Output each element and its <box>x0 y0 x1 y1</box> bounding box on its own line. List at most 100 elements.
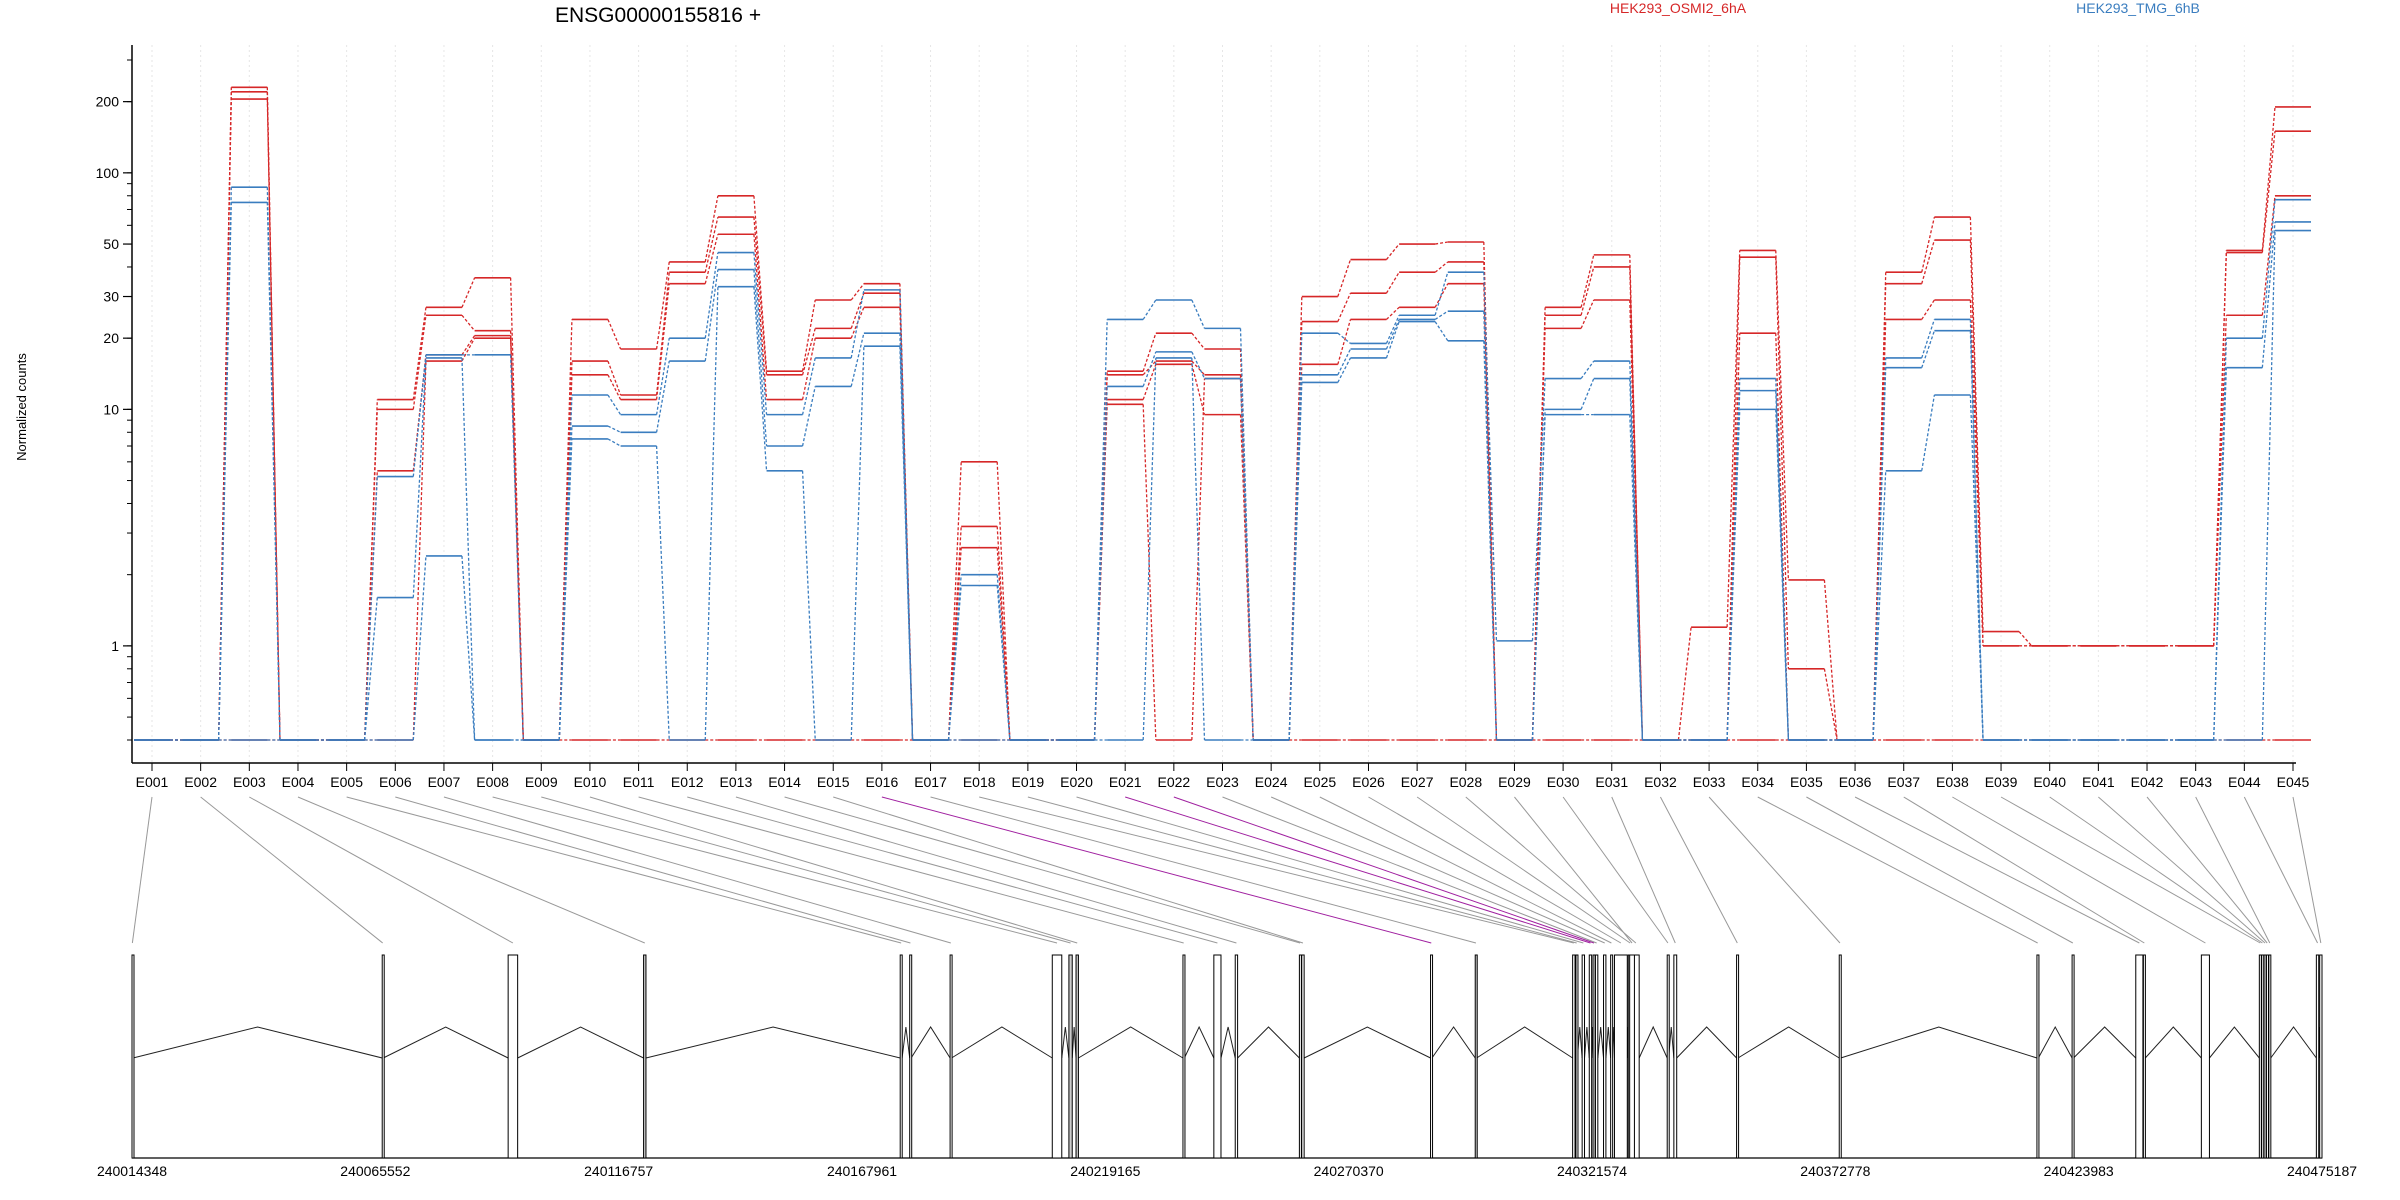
exon-connector <box>1465 796 1637 944</box>
series-connector <box>996 585 1011 741</box>
series-4 <box>134 337 2311 741</box>
exon-connector <box>1222 796 1597 944</box>
series-connector <box>655 445 670 741</box>
series-connector <box>1434 321 1449 342</box>
series-connector <box>363 476 378 741</box>
x-tick-label: E041 <box>2082 774 2115 790</box>
series-connector <box>801 386 816 447</box>
exon-connector <box>2098 796 2266 944</box>
exon-connector <box>2243 796 2318 944</box>
intron-line <box>1303 1026 1431 1059</box>
exon-box <box>2261 954 2265 1159</box>
x-tick-label: E010 <box>574 774 607 790</box>
series-connector <box>363 409 378 741</box>
series-connector <box>2261 106 2276 251</box>
exon-connector <box>979 796 1574 944</box>
series-connector <box>1435 241 1448 245</box>
exon-box <box>1673 954 1678 1159</box>
x-tick-label: E037 <box>1887 774 1920 790</box>
exon-connector <box>589 796 1078 944</box>
x-tick-label: E017 <box>914 774 947 790</box>
x-tick-label: E025 <box>1303 774 1336 790</box>
series-connector <box>1385 314 1400 344</box>
intron-line <box>1597 1026 1605 1059</box>
series-connector <box>704 252 719 339</box>
intron-line <box>1071 1026 1077 1059</box>
exon-box <box>2036 954 2040 1159</box>
x-tick-label: E003 <box>233 774 266 790</box>
exon-connector <box>1416 796 1631 944</box>
series-connector <box>607 319 622 350</box>
series-connector <box>1580 266 1595 316</box>
exon-box <box>2319 954 2323 1159</box>
series-connector <box>1872 283 1887 741</box>
genomic-tick-label: 240167961 <box>827 1163 897 1179</box>
x-tick-label: E033 <box>1693 774 1726 790</box>
series-connector <box>2261 199 2276 339</box>
series-connector <box>1921 394 1936 471</box>
series-connector <box>1337 319 1352 365</box>
series-connector <box>655 338 670 415</box>
exon-box <box>2268 954 2272 1159</box>
genomic-tick-label: 240270370 <box>1314 1163 1384 1179</box>
x-tick-label: E007 <box>428 774 461 790</box>
x-tick-label: E006 <box>379 774 412 790</box>
exon-box <box>1234 954 1239 1159</box>
x-tick-label: E029 <box>1498 774 1531 790</box>
intron-line <box>1676 1026 1737 1059</box>
series-connector <box>1337 348 1352 376</box>
intron-line <box>910 1026 951 1059</box>
exon-box <box>2071 954 2075 1159</box>
exon-connector <box>930 796 1477 944</box>
x-tick-label: E039 <box>1985 774 2018 790</box>
series-connector <box>412 555 427 741</box>
exon-box <box>1572 954 1576 1159</box>
series-connector <box>509 354 524 741</box>
exon-connector <box>1368 796 1622 944</box>
series-connector <box>607 438 621 447</box>
gene-model: 240014348 240065552 240116757 240167961 2402… <box>97 954 2357 1179</box>
genomic-tick-label: 240475187 <box>2287 1163 2357 1179</box>
series-connector <box>655 283 670 400</box>
exon-box <box>909 954 913 1159</box>
series-connector <box>1775 257 1790 669</box>
exon-connector <box>1708 796 1841 944</box>
series-connector <box>753 217 768 375</box>
exon-box <box>899 954 903 1159</box>
exon-box <box>1629 954 1635 1159</box>
series-connector <box>1629 266 1644 741</box>
exon-box <box>2135 954 2144 1159</box>
series-connector <box>218 202 232 741</box>
x-tick-label: E014 <box>768 774 801 790</box>
series-connector <box>607 374 622 400</box>
exon-connector <box>1173 796 1595 944</box>
series-connector <box>1531 414 1546 741</box>
x-tick-label: E043 <box>2179 774 2212 790</box>
intron-line <box>951 1026 1053 1059</box>
intron-line <box>2037 1025 2073 1059</box>
series-connector <box>753 252 768 415</box>
exon-connector <box>2195 796 2271 944</box>
exon-box <box>1610 954 1614 1159</box>
series-connector <box>607 425 621 433</box>
exon-box <box>1592 954 1596 1159</box>
series-connector <box>801 299 816 372</box>
series-connector <box>1677 627 1692 741</box>
exon-connector <box>541 796 1071 944</box>
y-tick-label: 200 <box>96 94 120 110</box>
legend-label-osmi2: HEK293_OSMI2_6hA <box>1610 0 1747 16</box>
genomic-tick-label: 240423983 <box>2044 1163 2114 1179</box>
series-connector <box>1385 271 1400 294</box>
series-connector <box>753 286 768 471</box>
x-tick-label: E021 <box>1109 774 1142 790</box>
series-connector <box>1872 470 1887 741</box>
series-connector <box>704 195 719 263</box>
intron-line <box>382 1026 509 1059</box>
series-connector <box>1580 299 1595 329</box>
series-connector <box>2018 631 2033 647</box>
exon-box <box>1068 954 1073 1159</box>
series-connector <box>801 338 816 400</box>
series-connector <box>704 234 719 284</box>
genomic-tick-label: 240116757 <box>584 1163 653 1179</box>
exon-box <box>1581 954 1586 1159</box>
